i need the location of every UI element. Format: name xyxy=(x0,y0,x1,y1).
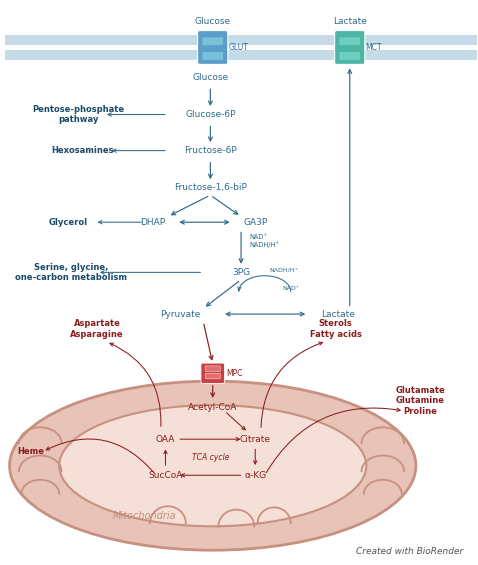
Text: TCA cycle: TCA cycle xyxy=(192,453,229,462)
Ellipse shape xyxy=(10,381,416,550)
Text: Lactate: Lactate xyxy=(321,310,355,319)
FancyBboxPatch shape xyxy=(201,363,225,384)
Text: Aspartate
Asparagine: Aspartate Asparagine xyxy=(70,319,124,339)
Text: Heme: Heme xyxy=(17,447,44,456)
Text: DHAP: DHAP xyxy=(141,218,165,227)
Text: Created with BioRender: Created with BioRender xyxy=(356,547,463,556)
FancyBboxPatch shape xyxy=(202,37,223,45)
Text: SucCoA: SucCoA xyxy=(148,471,183,480)
Text: α-KG: α-KG xyxy=(244,471,266,480)
Text: Hexosamines: Hexosamines xyxy=(52,146,114,155)
FancyBboxPatch shape xyxy=(202,52,223,60)
Text: Glycerol: Glycerol xyxy=(49,218,88,227)
Ellipse shape xyxy=(59,405,366,526)
Text: NAD⁺: NAD⁺ xyxy=(250,234,268,240)
FancyBboxPatch shape xyxy=(335,31,365,64)
Text: Acetyl-CoA: Acetyl-CoA xyxy=(188,403,238,412)
Text: Glutamate
Glutamine
Proline: Glutamate Glutamine Proline xyxy=(396,386,445,416)
Text: GA3P: GA3P xyxy=(243,218,268,227)
Text: Glucose: Glucose xyxy=(195,17,231,26)
Text: Citrate: Citrate xyxy=(240,434,271,444)
Text: Lactate: Lactate xyxy=(333,17,367,26)
Text: Glucose-6P: Glucose-6P xyxy=(185,110,236,119)
Text: GLUT: GLUT xyxy=(228,43,248,52)
FancyBboxPatch shape xyxy=(205,373,220,379)
Text: MCT: MCT xyxy=(365,43,382,52)
FancyBboxPatch shape xyxy=(339,52,360,60)
Text: Fructose-6P: Fructose-6P xyxy=(184,146,237,155)
Bar xyxy=(5,50,478,60)
Text: Fructose-1,6-biP: Fructose-1,6-biP xyxy=(174,183,247,192)
FancyBboxPatch shape xyxy=(339,37,360,45)
Text: NAD⁺: NAD⁺ xyxy=(282,286,300,291)
FancyBboxPatch shape xyxy=(205,366,220,372)
Text: Serine, glycine,
one-carbon metabolism: Serine, glycine, one-carbon metabolism xyxy=(15,263,127,282)
FancyBboxPatch shape xyxy=(197,31,228,64)
Text: Pyruvate: Pyruvate xyxy=(161,310,201,319)
Text: Mitochondria: Mitochondria xyxy=(112,511,176,521)
Bar xyxy=(5,35,478,45)
Text: OAA: OAA xyxy=(156,434,175,444)
Text: Pentose-phosphate
pathway: Pentose-phosphate pathway xyxy=(32,105,124,124)
Text: Sterols
Fatty acids: Sterols Fatty acids xyxy=(310,319,361,339)
Text: MPC: MPC xyxy=(226,369,242,378)
Text: NADH/H⁺: NADH/H⁺ xyxy=(270,267,298,272)
Text: Glucose: Glucose xyxy=(192,73,228,82)
Text: 3PG: 3PG xyxy=(232,268,250,277)
Text: NADH/H⁺: NADH/H⁺ xyxy=(250,241,280,248)
